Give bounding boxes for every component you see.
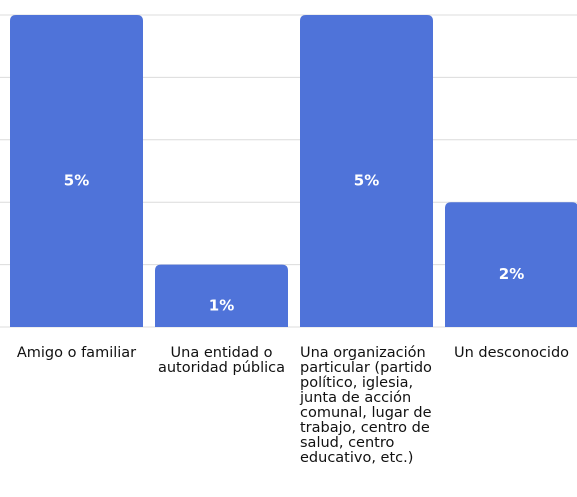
x-tick-label: Una organización particular (partido pol… xyxy=(300,345,432,466)
value-label: 5% xyxy=(354,172,379,190)
value-label: 5% xyxy=(64,172,89,190)
bar xyxy=(445,202,577,327)
bar xyxy=(10,15,143,327)
bar xyxy=(155,264,288,327)
x-tick-label: Una entidad o autoridad pública xyxy=(157,345,286,376)
bar xyxy=(300,15,433,327)
value-label: 1% xyxy=(209,296,234,314)
x-tick-label: Un desconocido xyxy=(453,345,570,361)
x-tick-label: Amigo o familiar xyxy=(16,345,137,361)
value-label: 2% xyxy=(499,265,524,283)
